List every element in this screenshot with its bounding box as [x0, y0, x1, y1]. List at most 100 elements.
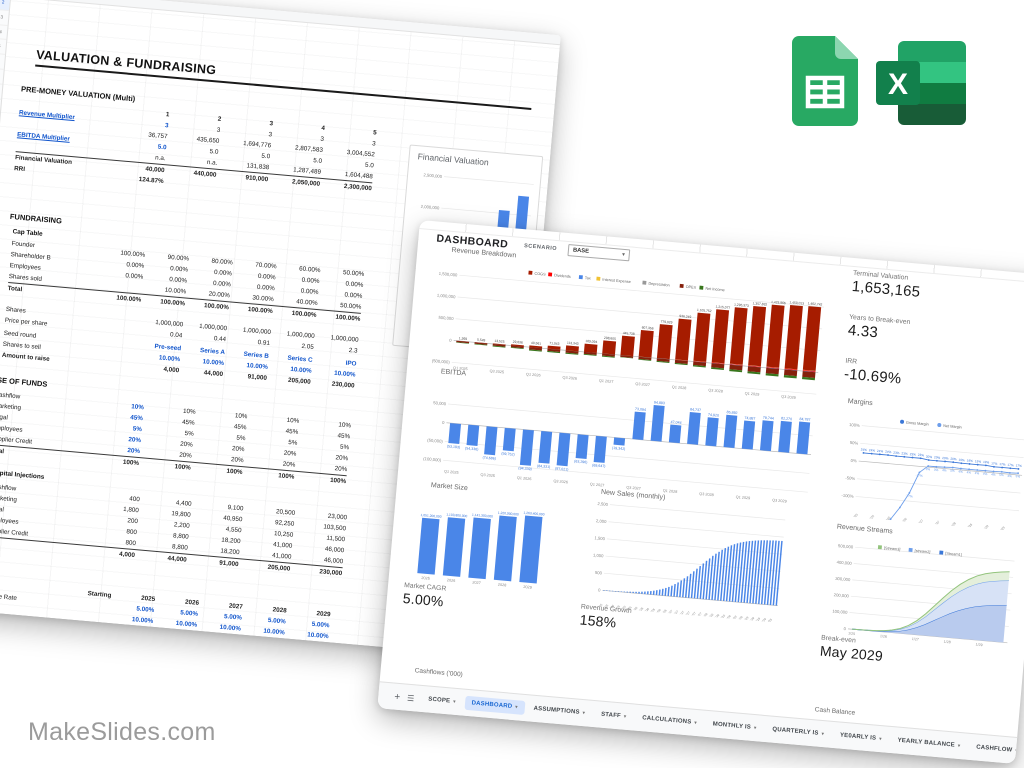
- svg-text:1/29: 1/29: [975, 643, 982, 648]
- svg-text:Q1 2025: Q1 2025: [444, 470, 459, 475]
- svg-text:Q3 2029: Q3 2029: [995, 525, 1006, 531]
- svg-text:779,029: 779,029: [660, 320, 672, 325]
- tab-yearly-balance[interactable]: YEARLY BALANCE ▾: [890, 733, 968, 754]
- table-cell: 100.00%: [159, 298, 186, 308]
- svg-text:1,215,077: 1,215,077: [715, 305, 730, 310]
- revenue-breakdown-canvas: 1,500,000 1,000,000 500,000 0 (500,000) 1,369…: [423, 255, 829, 403]
- scenario-label: SCENARIO: [523, 243, 558, 253]
- dashboard-sheet: DASHBOARD SCENARIO BASE ▾ Revenue Breakd…: [377, 220, 1024, 764]
- row-number[interactable]: 4: [0, 24, 8, 41]
- tab-label: MONTHLY IS: [712, 721, 752, 731]
- table-cell: 100.00%: [116, 294, 142, 304]
- svg-text:500,000: 500,000: [438, 315, 454, 321]
- table-cell: 4,000: [118, 550, 136, 560]
- svg-text:24%: 24%: [861, 447, 868, 452]
- kpi-value: 158%: [579, 611, 617, 631]
- tab-scope[interactable]: SCOPE ▾: [421, 692, 464, 710]
- tab-cashflow[interactable]: CASHFLOW ▾: [969, 740, 1017, 759]
- kpi-market-cagr: Market CAGR 5.00%: [402, 582, 446, 610]
- row-number-strip: 234567891011121314151617181920: [0, 0, 12, 277]
- svg-text:9/29: 9/29: [760, 617, 767, 623]
- add-sheet-icon[interactable]: +: [393, 691, 401, 703]
- svg-text:5/27: 5/27: [678, 610, 685, 617]
- svg-text:936,249: 936,249: [679, 314, 691, 319]
- svg-text:2026: 2026: [447, 578, 456, 583]
- svg-text:11/26: 11/26: [660, 608, 668, 616]
- row-number[interactable]: 2: [0, 0, 11, 11]
- table-cell: 44,000: [203, 369, 224, 379]
- tab-label: CASHFLOW: [975, 744, 1013, 754]
- svg-text:Q1 2026: Q1 2026: [526, 372, 541, 377]
- svg-text:1,103,800,000: 1,103,800,000: [446, 512, 468, 518]
- table-cell: [95, 328, 139, 332]
- table-cell: 10.00%: [306, 631, 329, 641]
- all-sheets-menu-icon[interactable]: ☰: [406, 693, 415, 703]
- table-cell: 91,000: [218, 559, 239, 569]
- svg-text:1,263,400,000: 1,263,400,000: [523, 511, 545, 517]
- margins-canvas: 100% 50% 0% -50% -100% 24% 24% 24% 24% 23% 23% 23% 2…: [832, 407, 1024, 532]
- svg-text:1/26: 1/26: [632, 606, 639, 613]
- tab-assumptions[interactable]: ASSUMPTIONS ▾: [526, 701, 593, 721]
- svg-text:(63,296): (63,296): [574, 459, 588, 464]
- svg-text:3/27: 3/27: [672, 609, 679, 616]
- table-cell: [67, 603, 111, 607]
- svg-text:Q3 2025: Q3 2025: [480, 473, 495, 478]
- svg-text:1/28: 1/28: [944, 640, 951, 645]
- svg-text:9/26: 9/26: [655, 608, 662, 615]
- tab-staff[interactable]: STAFF ▾: [593, 707, 633, 724]
- svg-text:Q3 2026: Q3 2026: [562, 376, 577, 381]
- svg-text:2027: 2027: [472, 580, 481, 585]
- svg-text:Q3 2029: Q3 2029: [772, 498, 787, 503]
- svg-text:9/27: 9/27: [690, 611, 697, 618]
- svg-text:(500,000): (500,000): [432, 358, 451, 365]
- tab-calculations[interactable]: CALCULATIONS ▾: [635, 711, 705, 731]
- row-number[interactable]: 5: [0, 39, 7, 56]
- svg-text:-17%: -17%: [915, 473, 923, 478]
- chevron-down-icon: ▾: [623, 713, 627, 719]
- row-label: [0, 606, 66, 614]
- tab-dashboard[interactable]: DASHBOARD ▾: [463, 695, 526, 715]
- row-number[interactable]: 7: [0, 68, 4, 85]
- row-number[interactable]: 3: [0, 9, 9, 26]
- cashflows-chart-title: Cashflows ('000): [414, 667, 464, 679]
- svg-text:2025: 2025: [421, 576, 430, 581]
- svg-text:23%: 23%: [918, 453, 925, 458]
- svg-text:(19,342): (19,342): [612, 446, 626, 451]
- svg-text:20%: 20%: [950, 457, 957, 462]
- svg-text:Tax: Tax: [585, 276, 591, 281]
- tab-quarterly-is[interactable]: QUARTERLY IS ▾: [765, 722, 832, 742]
- table-cell: [91, 363, 135, 367]
- margins-title: Margins: [847, 397, 873, 408]
- chevron-down-icon: ▾: [957, 742, 961, 749]
- svg-text:19%: 19%: [983, 460, 990, 465]
- svg-text:-100%: -100%: [841, 493, 854, 499]
- tab-label: YE0ARLY IS: [839, 732, 877, 742]
- table-cell: 2.05: [301, 342, 315, 351]
- svg-text:5%: 5%: [950, 468, 955, 472]
- tab-label: YEARLY BALANCE: [897, 737, 956, 749]
- table-cell: [267, 191, 319, 196]
- svg-text:Q1 2028: Q1 2028: [672, 385, 687, 390]
- svg-text:Gross Margin: Gross Margin: [906, 421, 929, 427]
- svg-text:1,051,200,000: 1,051,200,000: [420, 513, 442, 519]
- kpi-value: 5.00%: [402, 589, 445, 610]
- wacc-table: Starting 2025 2026 2027 2028 2029 Risk-free Ra…: [0, 579, 331, 643]
- svg-text:5%: 5%: [999, 473, 1004, 477]
- svg-text:OPEX: OPEX: [686, 285, 697, 290]
- svg-text:11/25: 11/25: [625, 605, 633, 613]
- app-logos: X: [792, 36, 968, 126]
- svg-text:1/25: 1/25: [848, 631, 855, 636]
- table-cell: 44,000: [167, 554, 187, 564]
- chevron-down-icon: ▾: [452, 698, 456, 704]
- svg-text:20%: 20%: [934, 455, 941, 460]
- svg-text:Q1 2026: Q1 2026: [517, 476, 532, 481]
- tab-ye0arly-is[interactable]: YE0ARLY IS ▾: [832, 728, 889, 747]
- google-sheets-icon: [792, 36, 858, 126]
- svg-text:1/25: 1/25: [596, 603, 603, 610]
- tab-monthly-is[interactable]: MONTHLY IS ▾: [705, 717, 764, 736]
- row-number[interactable]: 9: [0, 98, 2, 115]
- svg-text:20%: 20%: [926, 455, 933, 460]
- row-number[interactable]: 6: [0, 53, 6, 70]
- row-number[interactable]: 8: [0, 83, 3, 100]
- svg-text:84,787: 84,787: [799, 417, 810, 422]
